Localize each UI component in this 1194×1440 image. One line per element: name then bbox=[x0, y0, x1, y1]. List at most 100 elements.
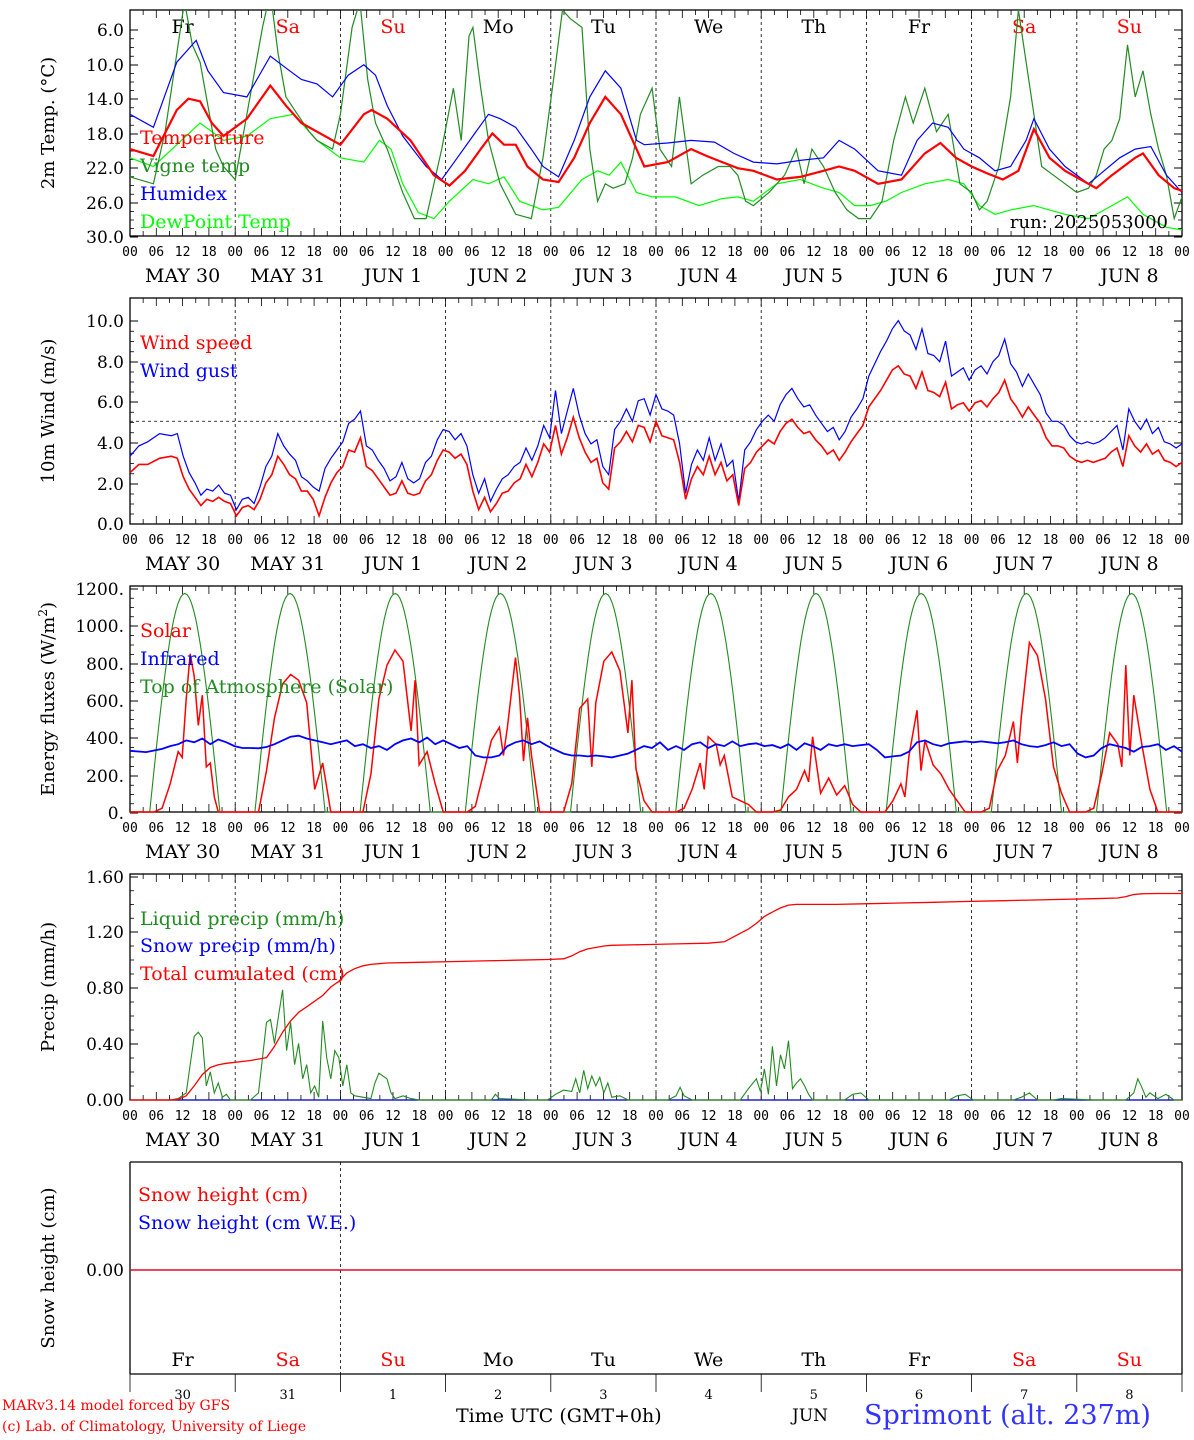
y-tick-label: 26.0 bbox=[86, 194, 124, 214]
x-hour-label: 00 bbox=[227, 533, 243, 548]
x-date-label: JUN 4 bbox=[677, 1129, 737, 1151]
series-wind-gust bbox=[129, 319, 1183, 511]
weekday-label-bottom: Sa bbox=[276, 1349, 300, 1371]
y-tick-label: 0.00 bbox=[86, 1091, 124, 1111]
x-hour-label: 12 bbox=[701, 1109, 717, 1124]
x-date-label: JUN 4 bbox=[677, 553, 737, 575]
y-tick-label: 0.0 bbox=[97, 515, 124, 535]
weekday-label: Tu bbox=[591, 16, 616, 38]
x-hour-label: 12 bbox=[280, 533, 296, 548]
x-date-label: JUN 7 bbox=[993, 265, 1053, 287]
x-hour-label: 12 bbox=[596, 1109, 612, 1124]
x-hour-label: 00 bbox=[438, 245, 454, 260]
y-axis-title: Snow height (cm) bbox=[38, 1187, 59, 1348]
x-hour-label: 06 bbox=[569, 245, 585, 260]
x-hour-label: 18 bbox=[1043, 245, 1059, 260]
x-hour-label: 00 bbox=[438, 1109, 454, 1124]
x-date-label: JUN 8 bbox=[1098, 841, 1158, 863]
x-hour-label: 00 bbox=[753, 1109, 769, 1124]
y-tick-label: 10.0 bbox=[86, 312, 124, 332]
x-hour-label: 12 bbox=[596, 821, 612, 836]
x-hour-label: 18 bbox=[1148, 245, 1164, 260]
x-hour-label: 00 bbox=[753, 533, 769, 548]
y-tick-label: 22.0 bbox=[86, 159, 124, 179]
x-hour-label: 12 bbox=[385, 245, 401, 260]
x-hour-label: 00 bbox=[333, 245, 349, 260]
legend-label: Vigne temp bbox=[139, 155, 250, 177]
x-hour-label: 00 bbox=[648, 533, 664, 548]
x-hour-label: 00 bbox=[543, 821, 559, 836]
x-date-label: JUN 4 bbox=[677, 265, 737, 287]
x-hour-label: 06 bbox=[674, 1109, 690, 1124]
weekday-label-bottom: Su bbox=[1117, 1349, 1142, 1371]
y-tick-label: 10.0 bbox=[86, 56, 124, 76]
day-number: 8 bbox=[1125, 1388, 1133, 1403]
series-humidex bbox=[130, 39, 1182, 193]
x-hour-label: 12 bbox=[385, 533, 401, 548]
y-tick-label: 400. bbox=[86, 729, 124, 749]
weekday-label: We bbox=[694, 16, 723, 38]
day-number: 4 bbox=[704, 1388, 712, 1403]
x-hour-label: 06 bbox=[885, 533, 901, 548]
x-hour-label: 18 bbox=[201, 533, 217, 548]
x-hour-label: 00 bbox=[333, 821, 349, 836]
x-date-label: JUN 8 bbox=[1098, 1129, 1158, 1151]
x-hour-label: 00 bbox=[753, 245, 769, 260]
series-infrared bbox=[129, 734, 1183, 759]
x-hour-label: 12 bbox=[490, 533, 506, 548]
x-hour-label: 12 bbox=[1122, 1109, 1138, 1124]
x-date-label: MAY 30 bbox=[145, 1129, 220, 1151]
x-hour-label: 18 bbox=[937, 245, 953, 260]
x-date-label: JUN 6 bbox=[888, 265, 948, 287]
x-hour-label: 12 bbox=[280, 245, 296, 260]
x-hour-label: 06 bbox=[569, 533, 585, 548]
x-hour-label: 06 bbox=[885, 821, 901, 836]
x-hour-label: 06 bbox=[359, 245, 375, 260]
x-date-label: JUN 2 bbox=[467, 553, 527, 575]
y-axis-title: 2m Temp. (°C) bbox=[38, 57, 59, 189]
x-hour-label: 12 bbox=[806, 821, 822, 836]
weekday-label-bottom: Fr bbox=[171, 1349, 194, 1371]
weekday-label: Fr bbox=[171, 16, 194, 38]
legend-label: Humidex bbox=[140, 183, 227, 205]
x-hour-label: 00 bbox=[227, 1109, 243, 1124]
legend-label: Snow height (cm W.E.) bbox=[138, 1212, 356, 1234]
x-hour-label: 18 bbox=[1043, 1109, 1059, 1124]
x-hour-label: 12 bbox=[280, 821, 296, 836]
y-tick-label: 1.60 bbox=[86, 868, 124, 888]
x-hour-label: 06 bbox=[885, 245, 901, 260]
y-tick-label: 1200. bbox=[75, 580, 124, 600]
x-hour-label: 06 bbox=[885, 1109, 901, 1124]
x-hour-label: 12 bbox=[911, 245, 927, 260]
x-hour-label: 12 bbox=[911, 533, 927, 548]
x-hour-label: 12 bbox=[1122, 821, 1138, 836]
day-number: 31 bbox=[280, 1388, 297, 1403]
x-hour-label: 00 bbox=[227, 245, 243, 260]
x-hour-label: 00 bbox=[1069, 533, 1085, 548]
x-hour-label: 00 bbox=[543, 1109, 559, 1124]
legend-label: Wind speed bbox=[140, 332, 252, 354]
weekday-label-bottom: Mo bbox=[483, 1349, 514, 1371]
series-temperature bbox=[130, 83, 1182, 192]
x-hour-label: 18 bbox=[832, 1109, 848, 1124]
x-hour-label: 00 bbox=[859, 533, 875, 548]
x-hour-label: 12 bbox=[596, 245, 612, 260]
x-date-label: JUN 2 bbox=[467, 841, 527, 863]
x-hour-label: 06 bbox=[148, 1109, 164, 1124]
x-hour-label: 06 bbox=[464, 245, 480, 260]
x-hour-label: 06 bbox=[254, 533, 270, 548]
x-date-label: JUN 6 bbox=[888, 841, 948, 863]
x-hour-label: 18 bbox=[411, 1109, 427, 1124]
x-date-label: MAY 31 bbox=[250, 1129, 325, 1151]
x-hour-label: 06 bbox=[464, 533, 480, 548]
x-hour-label: 06 bbox=[254, 245, 270, 260]
x-hour-label: 18 bbox=[411, 821, 427, 836]
x-hour-label: 00 bbox=[1069, 1109, 1085, 1124]
x-hour-label: 00 bbox=[333, 533, 349, 548]
x-hour-label: 06 bbox=[990, 533, 1006, 548]
y-tick-label: 8.0 bbox=[97, 353, 124, 373]
day-number: 5 bbox=[810, 1388, 818, 1403]
panel-2: 0.0 2.0 4.0 6.0 8.0 10.0 10m Wind (m/s) 00 06 12 1… bbox=[38, 297, 1190, 575]
y-tick-label: 4.0 bbox=[97, 434, 124, 454]
